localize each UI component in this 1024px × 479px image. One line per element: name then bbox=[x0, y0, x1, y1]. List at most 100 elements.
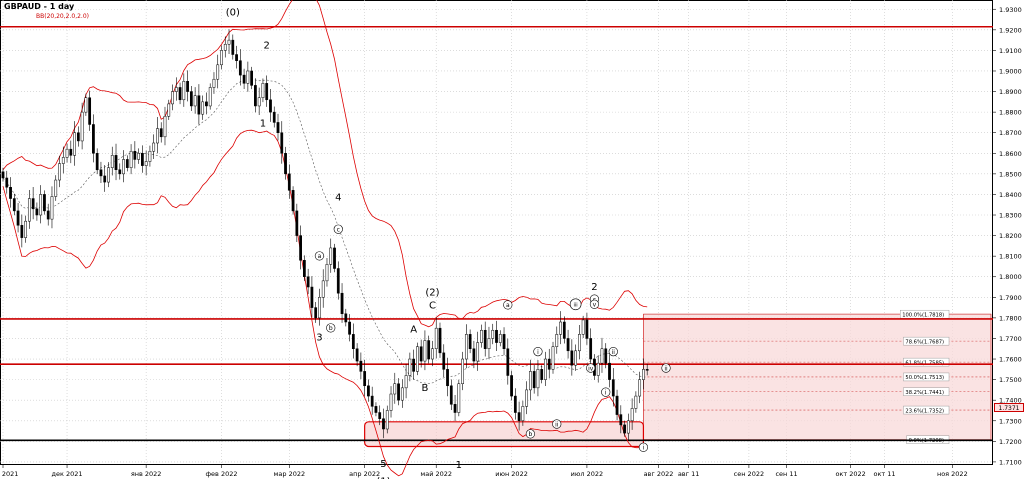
y-tick-label: 1.9300 bbox=[999, 6, 1022, 14]
candle-body bbox=[544, 358, 547, 380]
candle-body bbox=[61, 157, 65, 164]
x-tick-label: июл 2022 bbox=[571, 470, 603, 478]
candle-body bbox=[555, 334, 559, 347]
candle-body bbox=[434, 327, 438, 349]
candle-body bbox=[148, 150, 152, 162]
candle-body bbox=[12, 198, 16, 212]
x-tick-label: ноя 2021 bbox=[0, 470, 18, 478]
candle-body bbox=[642, 369, 645, 380]
wave-label-circle bbox=[552, 419, 562, 429]
candle-body bbox=[495, 329, 498, 343]
candle-body bbox=[581, 319, 585, 335]
wave-label: v bbox=[593, 302, 597, 309]
candle-body bbox=[521, 406, 525, 422]
candle-body bbox=[118, 169, 122, 175]
candle-body bbox=[280, 132, 284, 154]
candle-body bbox=[122, 159, 125, 175]
candle-body bbox=[517, 412, 521, 422]
y-tick-label: 1.7300 bbox=[999, 417, 1022, 425]
chart-title: GBPAUD - 1 day bbox=[4, 2, 75, 11]
wave-label: (2) bbox=[425, 287, 439, 298]
y-tick-label: 1.8900 bbox=[999, 88, 1022, 96]
wave-label: a bbox=[506, 302, 510, 309]
candle-body bbox=[634, 395, 638, 409]
candle-body bbox=[110, 155, 114, 168]
x-tick-label: авг 2022 bbox=[644, 470, 674, 478]
candle-body bbox=[461, 358, 464, 384]
candle-body bbox=[604, 348, 608, 364]
candle-body bbox=[419, 346, 423, 362]
fibonacci-label-box bbox=[903, 336, 950, 346]
candle-body bbox=[498, 334, 502, 343]
candle-body bbox=[27, 198, 31, 222]
wave-label-circle bbox=[333, 224, 343, 234]
candle-body bbox=[9, 186, 12, 199]
wave-label-circle bbox=[586, 363, 596, 373]
candle-body bbox=[216, 64, 220, 80]
candle-body bbox=[50, 196, 54, 220]
candle-body bbox=[596, 362, 600, 376]
candle-body bbox=[125, 159, 129, 168]
wave-label: i bbox=[537, 349, 539, 356]
candle-body bbox=[336, 268, 340, 294]
fibonacci-level-label: 50.0%(1.7513) bbox=[905, 375, 944, 381]
candle-body bbox=[510, 375, 513, 397]
candle-body bbox=[310, 286, 314, 308]
candle-body bbox=[39, 194, 43, 216]
candle-body bbox=[99, 169, 103, 177]
candle-body bbox=[238, 60, 242, 76]
candle-body bbox=[476, 342, 480, 362]
y-tick-label: 1.7600 bbox=[999, 356, 1022, 364]
candle-body bbox=[397, 383, 400, 401]
candle-body bbox=[178, 87, 182, 101]
y-tick-label: 1.8800 bbox=[999, 109, 1022, 117]
candle-body bbox=[254, 85, 257, 107]
candle-body bbox=[562, 321, 566, 339]
fibonacci-level-label: 78.6%(1.7687) bbox=[905, 339, 944, 345]
x-tick-label: мар 2022 bbox=[273, 470, 305, 478]
candle-body bbox=[408, 358, 412, 376]
y-tick-label: 1.8300 bbox=[999, 212, 1022, 220]
candle-body bbox=[295, 210, 299, 236]
candle-body bbox=[95, 153, 99, 170]
candle-body bbox=[400, 387, 404, 401]
candle-body bbox=[615, 395, 619, 415]
x-tick-label: янв 2022 bbox=[131, 470, 162, 478]
wave-label: b bbox=[528, 431, 532, 438]
candle-body bbox=[5, 177, 9, 188]
candle-body bbox=[306, 276, 310, 288]
candle-body bbox=[141, 153, 144, 166]
candle-body bbox=[389, 393, 393, 411]
candle-body bbox=[626, 420, 630, 434]
candle-body bbox=[276, 122, 280, 133]
candle-body bbox=[464, 334, 468, 360]
candle-body bbox=[540, 369, 544, 380]
fibonacci-label-box bbox=[903, 405, 950, 415]
candle-body bbox=[156, 128, 159, 144]
candle-body bbox=[58, 163, 61, 181]
candle-body bbox=[272, 111, 276, 123]
wave-label: ii bbox=[664, 365, 668, 372]
x-tick-label: окт 11 bbox=[874, 470, 896, 478]
candle-body bbox=[189, 91, 193, 107]
y-tick-label: 1.8200 bbox=[999, 232, 1022, 240]
candle-body bbox=[491, 329, 495, 339]
candle-body bbox=[92, 124, 95, 154]
candle-body bbox=[107, 167, 110, 183]
fibonacci-level-label: 23.6%(1.7352) bbox=[905, 408, 944, 414]
fibonacci-level-label: 100.0%(1.7818) bbox=[902, 312, 944, 318]
y-tick-label: 1.7700 bbox=[999, 335, 1022, 343]
candle-body bbox=[24, 220, 27, 238]
y-tick-label: 1.8700 bbox=[999, 129, 1022, 137]
y-tick-label: 1.7500 bbox=[999, 376, 1022, 384]
wave-label-circle bbox=[601, 387, 611, 397]
wave-label: iv bbox=[588, 365, 594, 372]
candle-body bbox=[261, 83, 265, 98]
candle-body bbox=[442, 352, 446, 370]
candle-body bbox=[250, 70, 254, 86]
candle-body bbox=[577, 334, 581, 352]
x-tick-label: ноя 2022 bbox=[937, 470, 968, 478]
candle-body bbox=[174, 87, 178, 92]
candle-body bbox=[133, 150, 137, 160]
